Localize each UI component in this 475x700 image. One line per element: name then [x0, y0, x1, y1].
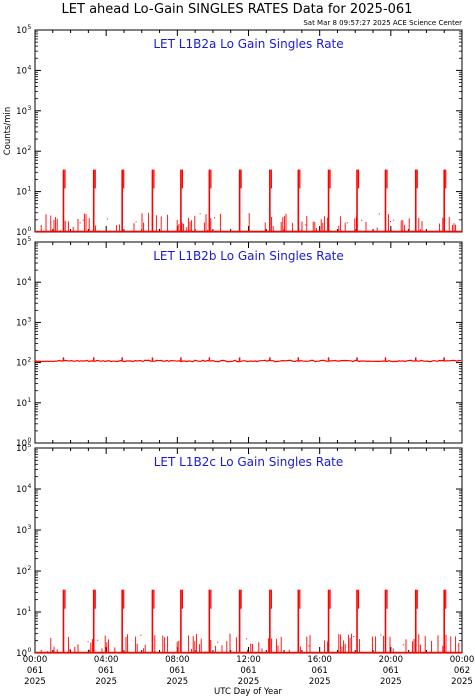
y-tick-label: 10 [16, 439, 27, 449]
noise-dot [380, 634, 382, 636]
y-tick-exponent: 4 [28, 483, 32, 490]
y-tick-exponent: 1 [28, 606, 32, 613]
x-tick-year: 2025 [95, 677, 117, 687]
series-line [34, 359, 462, 363]
y-tick-exponent: 0 [28, 647, 32, 654]
y-tick-exponent: 4 [28, 276, 32, 283]
x-tick-year: 2025 [451, 677, 473, 687]
y-tick-label: 10 [16, 359, 27, 369]
plot-frame [34, 29, 463, 233]
panel-title: LET L1B2c Lo Gain Singles Rate [154, 455, 344, 469]
panel-title: LET L1B2a Lo Gain Singles Rate [153, 37, 343, 51]
x-tick-time: 12:00 [236, 655, 261, 665]
noise-dot [214, 217, 215, 219]
y-tick-label: 10 [16, 26, 27, 36]
y-tick-exponent: 5 [28, 236, 32, 243]
x-tick-doy: 061 [383, 666, 399, 676]
y-tick-exponent: 2 [28, 145, 32, 152]
noise-dot [393, 219, 395, 221]
noise-dot [361, 219, 363, 221]
noise-dot [305, 224, 307, 226]
y-tick-label: 10 [16, 526, 27, 536]
x-tick-time: 04:00 [94, 655, 119, 665]
x-tick-time: 00:00 [450, 655, 475, 665]
x-tick-year: 2025 [238, 677, 260, 687]
x-tick-year: 2025 [167, 677, 189, 687]
noise-dot [140, 634, 142, 636]
noise-dot [308, 645, 310, 647]
plot-frame [34, 241, 463, 444]
noise-dot [79, 222, 81, 224]
y-tick-exponent: 0 [28, 226, 32, 233]
noise-dot [199, 213, 201, 215]
y-tick-label: 10 [16, 147, 27, 157]
x-tick-time: 08:00 [165, 655, 190, 665]
y-tick-label: 10 [16, 649, 27, 659]
noise-dot [135, 221, 137, 223]
y-tick-exponent: 1 [28, 397, 32, 404]
y-tick-label: 10 [16, 238, 27, 248]
noise-dot [390, 221, 391, 222]
y-tick-label: 10 [16, 608, 27, 618]
y-tick-exponent: 2 [28, 357, 32, 364]
y-tick-exponent: 5 [28, 24, 32, 31]
y-tick-exponent: 0 [28, 437, 32, 444]
x-tick-doy: 061 [98, 666, 114, 676]
chart-title: LET ahead Lo-Gain SINGLES RATES Data for… [62, 2, 413, 17]
y-tick-label: 10 [16, 485, 27, 495]
y-tick-exponent: 1 [28, 186, 32, 193]
noise-dot [378, 213, 380, 215]
x-tick-doy: 061 [169, 666, 185, 676]
x-tick-year: 2025 [380, 677, 402, 687]
x-tick-year: 2025 [309, 677, 331, 687]
chart-subtitle: Sat Mar 8 09:57:27 2025 ACE Science Cent… [303, 19, 462, 27]
noise-dot [87, 641, 89, 643]
x-tick-year: 2025 [24, 677, 46, 687]
plot-frame [34, 447, 463, 654]
x-tick-doy: 061 [240, 666, 256, 676]
noise-dot [353, 636, 355, 638]
x-tick-doy: 062 [454, 666, 470, 676]
y-tick-exponent: 2 [28, 565, 32, 572]
y-tick-exponent: 3 [28, 524, 32, 531]
noise-dot [82, 219, 84, 221]
y-tick-exponent: 5 [28, 442, 32, 449]
noise-dot [402, 644, 404, 646]
noise-dot [97, 639, 99, 641]
y-tick-label: 10 [16, 188, 27, 198]
x-tick-time: 00:00 [23, 655, 48, 665]
y-tick-label: 10 [16, 107, 27, 117]
x-axis-label: UTC Day of Year [214, 687, 282, 697]
y-tick-label: 10 [16, 66, 27, 76]
y-tick-label: 10 [16, 228, 27, 238]
x-tick-doy: 061 [312, 666, 328, 676]
y-tick-label: 10 [16, 318, 27, 328]
x-tick-time: 20:00 [379, 655, 404, 665]
y-tick-label: 10 [16, 278, 27, 288]
x-tick-doy: 061 [27, 666, 43, 676]
y-tick-exponent: 3 [28, 316, 32, 323]
y-tick-label: 10 [16, 567, 27, 577]
y-tick-exponent: 3 [28, 105, 32, 112]
noise-dot [106, 218, 108, 220]
y-tick-exponent: 4 [28, 64, 32, 71]
y-tick-label: 10 [16, 399, 27, 409]
noise-dot [246, 638, 247, 640]
y-tick-label: 10 [16, 444, 27, 454]
noise-dot [217, 641, 219, 643]
noise-dot [346, 222, 348, 224]
panel-title: LET L1B2b Lo Gain Singles Rate [153, 249, 344, 263]
y-axis-label: Counts/min [3, 107, 13, 156]
x-tick-time: 16:00 [307, 655, 332, 665]
